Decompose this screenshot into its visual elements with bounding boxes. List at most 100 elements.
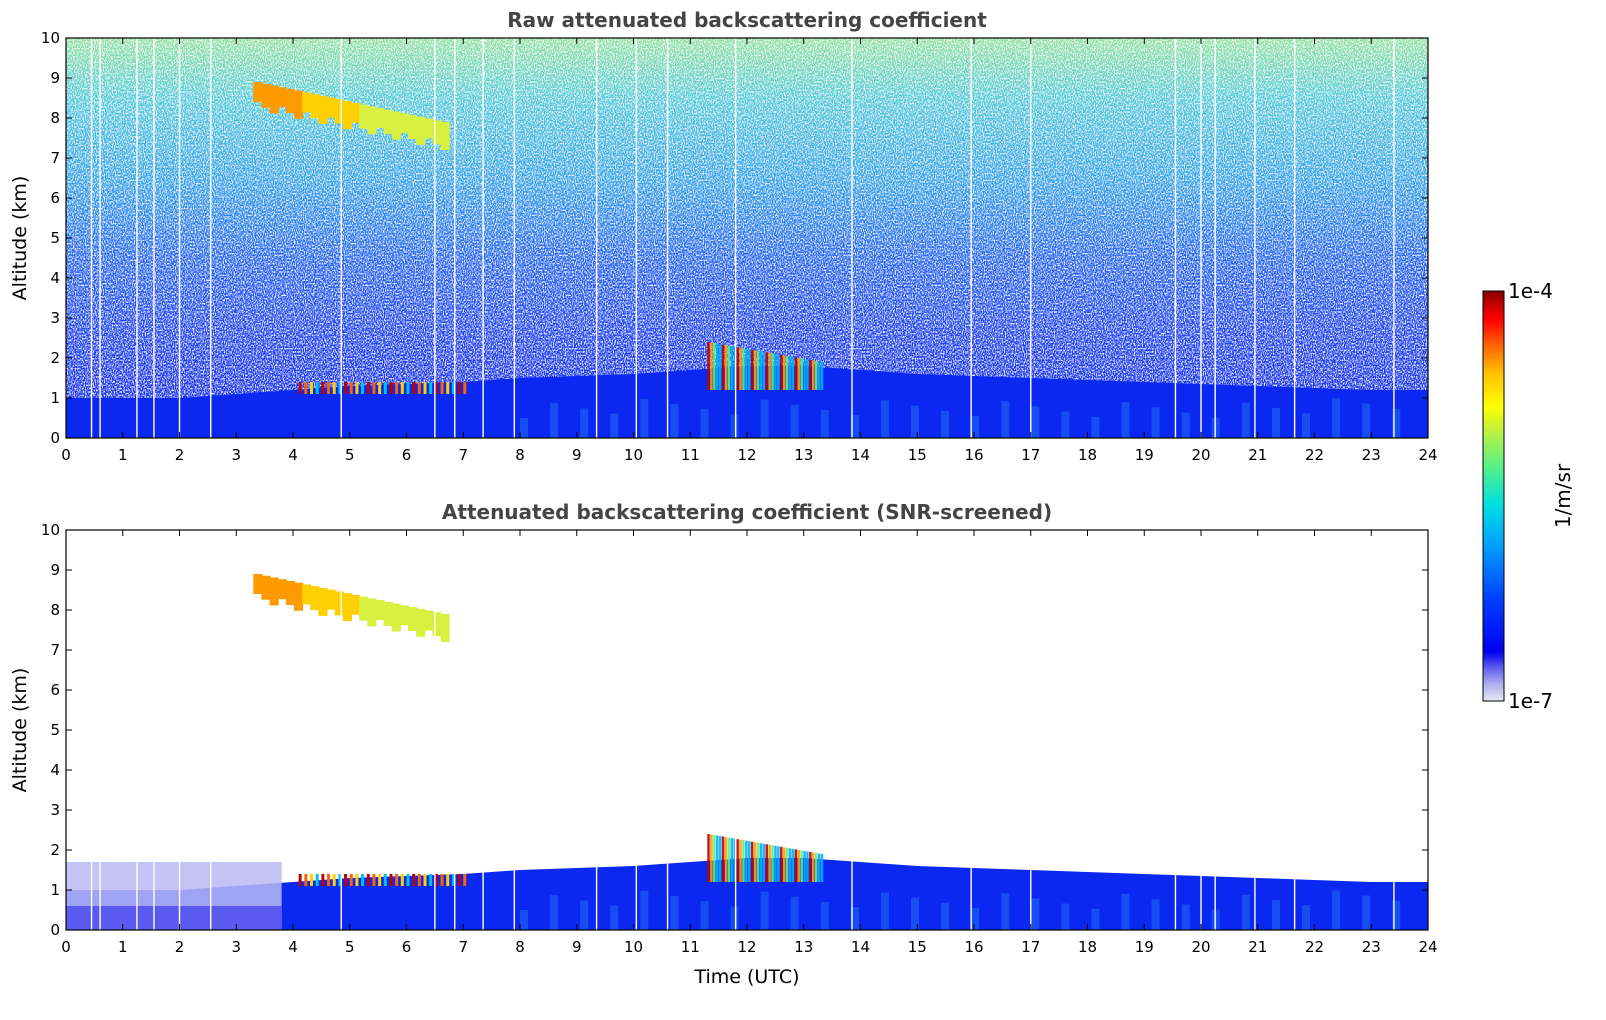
aerosol-streak [1061,903,1070,930]
cirrus-cell [253,82,263,102]
mid-cloud-cell [774,353,777,390]
x-tick-label: 11 [681,938,700,956]
x-tick-label: 16 [964,938,983,956]
mid-cloud-cell [750,841,754,882]
y-tick-label: 6 [50,189,60,207]
cirrus-cell [334,591,344,616]
aerosol-streak [1001,401,1010,438]
aerosol-streak [760,891,769,930]
mid-cloud-cell [710,834,713,882]
aerosol-streak [520,418,528,438]
mid-cloud-cell [707,834,710,882]
cirrus-cell [342,101,352,130]
x-tick-label: 5 [345,938,355,956]
low-cloud-cell [355,874,359,886]
aerosol-streak [1241,402,1250,438]
cirrus-cell [293,582,304,611]
aerosol-streak [670,404,679,438]
mid-cloud-cell [794,849,798,882]
mid-cloud-cell [718,344,722,390]
cirrus-cell [383,601,393,626]
mid-cloud-cell [742,840,745,882]
cirrus-cell [407,607,418,632]
aerosol-streak [1001,893,1010,930]
mid-cloud-cell [788,848,792,882]
x-tick-label: 13 [794,446,813,464]
cirrus-cell [342,593,352,622]
low-cloud-cell [321,382,325,394]
mid-cloud-cell [806,359,809,390]
aerosol-streak [700,409,709,438]
x-tick-label: 1 [118,446,128,464]
aerosol-streak [1181,412,1190,438]
screened-panel-title: Attenuated backscattering coefficient (S… [442,500,1052,524]
mid-cloud-cell [759,351,763,390]
low-cloud-cell [383,382,387,394]
x-tick-label: 10 [624,446,643,464]
aerosol-streak [1392,408,1401,438]
mid-cloud-cell [820,854,824,882]
cirrus-cell [440,122,450,150]
cirrus-cell [326,97,336,118]
y-tick-label: 9 [50,69,60,87]
x-tick-label: 20 [1191,446,1210,464]
mid-cloud-cell [762,351,766,390]
x-tick-label: 2 [175,938,185,956]
mid-cloud-cell [721,344,725,390]
aerosol-streak [1362,403,1371,438]
x-tick-label: 4 [288,938,298,956]
mid-cloud-cell [759,843,763,882]
low-cloud-cell [400,382,404,394]
mid-cloud-cell [753,842,757,882]
mid-cloud-cell [774,845,777,882]
colorbar-gradient [1482,290,1505,702]
aerosol-streak [850,907,859,930]
low-cloud-cell [434,874,438,886]
mid-cloud-cell [809,359,812,390]
aerosol-streak [880,892,889,930]
cirrus-cell [359,596,369,621]
y-tick-label: 6 [50,681,60,699]
cirrus-cell [399,113,409,134]
cirrus-cell [334,99,344,124]
y-tick-label: 3 [50,309,60,327]
aerosol-streak [640,890,649,930]
x-tick-label: 1 [118,938,128,956]
mid-cloud-cell [750,349,754,390]
low-cloud-cell [361,382,365,394]
aerosol-streak [730,414,739,438]
low-cloud-cell [304,874,308,886]
y-tick-label: 7 [50,641,60,659]
low-cloud-cell [429,874,433,886]
aerosol-streak [1332,890,1341,930]
low-cloud-cell [338,874,342,886]
x-tick-label: 14 [851,938,870,956]
aerosol-streak [670,896,679,930]
mid-cloud-cell [707,342,710,390]
mid-cloud-cell [797,849,800,882]
x-tick-label: 13 [794,938,813,956]
low-cloud-cell [355,382,359,394]
aerosol-streak [850,415,859,438]
cirrus-cell [285,88,295,113]
cirrus-cell [367,106,377,135]
mid-cloud-cell [739,347,742,390]
y-tick-label: 2 [50,841,60,859]
aerosol-streak [1302,905,1311,930]
mid-cloud-cell [812,360,815,390]
aerosol-streak [1151,407,1160,438]
mid-cloud-cell [762,843,766,882]
y-tick-label: 8 [50,601,60,619]
low-cloud-cell [344,382,348,394]
low-cloud-cell [389,382,393,394]
cirrus-cell [293,90,304,119]
low-cloud-cell [349,874,353,886]
low-cloud-cell [446,382,450,394]
x-tick-label: 6 [402,938,412,956]
mid-cloud-cell [791,356,795,390]
cirrus-cell [277,579,287,600]
y-tick-label: 4 [50,269,60,287]
low-cloud-cell [332,874,336,886]
x-tick-label: 20 [1191,938,1210,956]
y-tick-label: 2 [50,349,60,367]
